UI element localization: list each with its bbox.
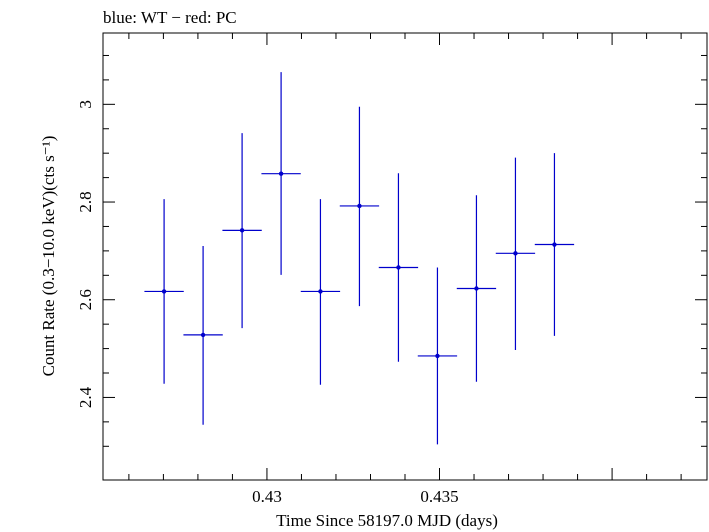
x-axis-ticks: 0.43 0.435	[128, 33, 682, 506]
data-point-group	[183, 245, 223, 425]
data-point-group	[144, 199, 184, 384]
plot-frame	[102, 32, 708, 481]
y-tick-label: 2.4	[76, 386, 95, 408]
data-point-group	[495, 157, 536, 351]
data-point	[552, 242, 557, 247]
y-axis-ticks: 2.4 2.6 2.8 3	[76, 54, 707, 447]
data-point-group	[378, 173, 419, 362]
data-point	[357, 203, 362, 209]
y-tick-label: 2.6	[76, 289, 95, 310]
x-tick-label: 0.435	[420, 487, 458, 506]
y-axis-label: Count Rate (0.3−10.0 keV)(cts s⁻¹)	[39, 136, 58, 377]
data-point	[318, 289, 323, 294]
data-point	[513, 251, 518, 256]
data-point	[278, 171, 284, 176]
data-point-group	[261, 72, 301, 275]
data-point	[396, 265, 401, 270]
data-point-group	[456, 195, 497, 382]
data-point-group	[534, 153, 575, 336]
data-point	[200, 332, 206, 338]
y-tick-label: 3	[76, 100, 95, 109]
x-axis-label: Time Since 58197.0 MJD (days)	[276, 511, 498, 530]
x-tick-label: 0.43	[252, 487, 282, 506]
data-point	[161, 289, 167, 294]
data-point-group	[300, 199, 341, 385]
chart-title: blue: WT − red: PC	[103, 8, 237, 27]
data-point	[239, 228, 245, 233]
data-point-group	[417, 267, 458, 445]
data-point	[474, 286, 479, 291]
data-point-group	[339, 106, 380, 307]
data-point	[435, 353, 440, 359]
data-point-group	[222, 133, 262, 329]
data-series	[144, 72, 575, 445]
y-tick-label: 2.8	[76, 191, 95, 212]
